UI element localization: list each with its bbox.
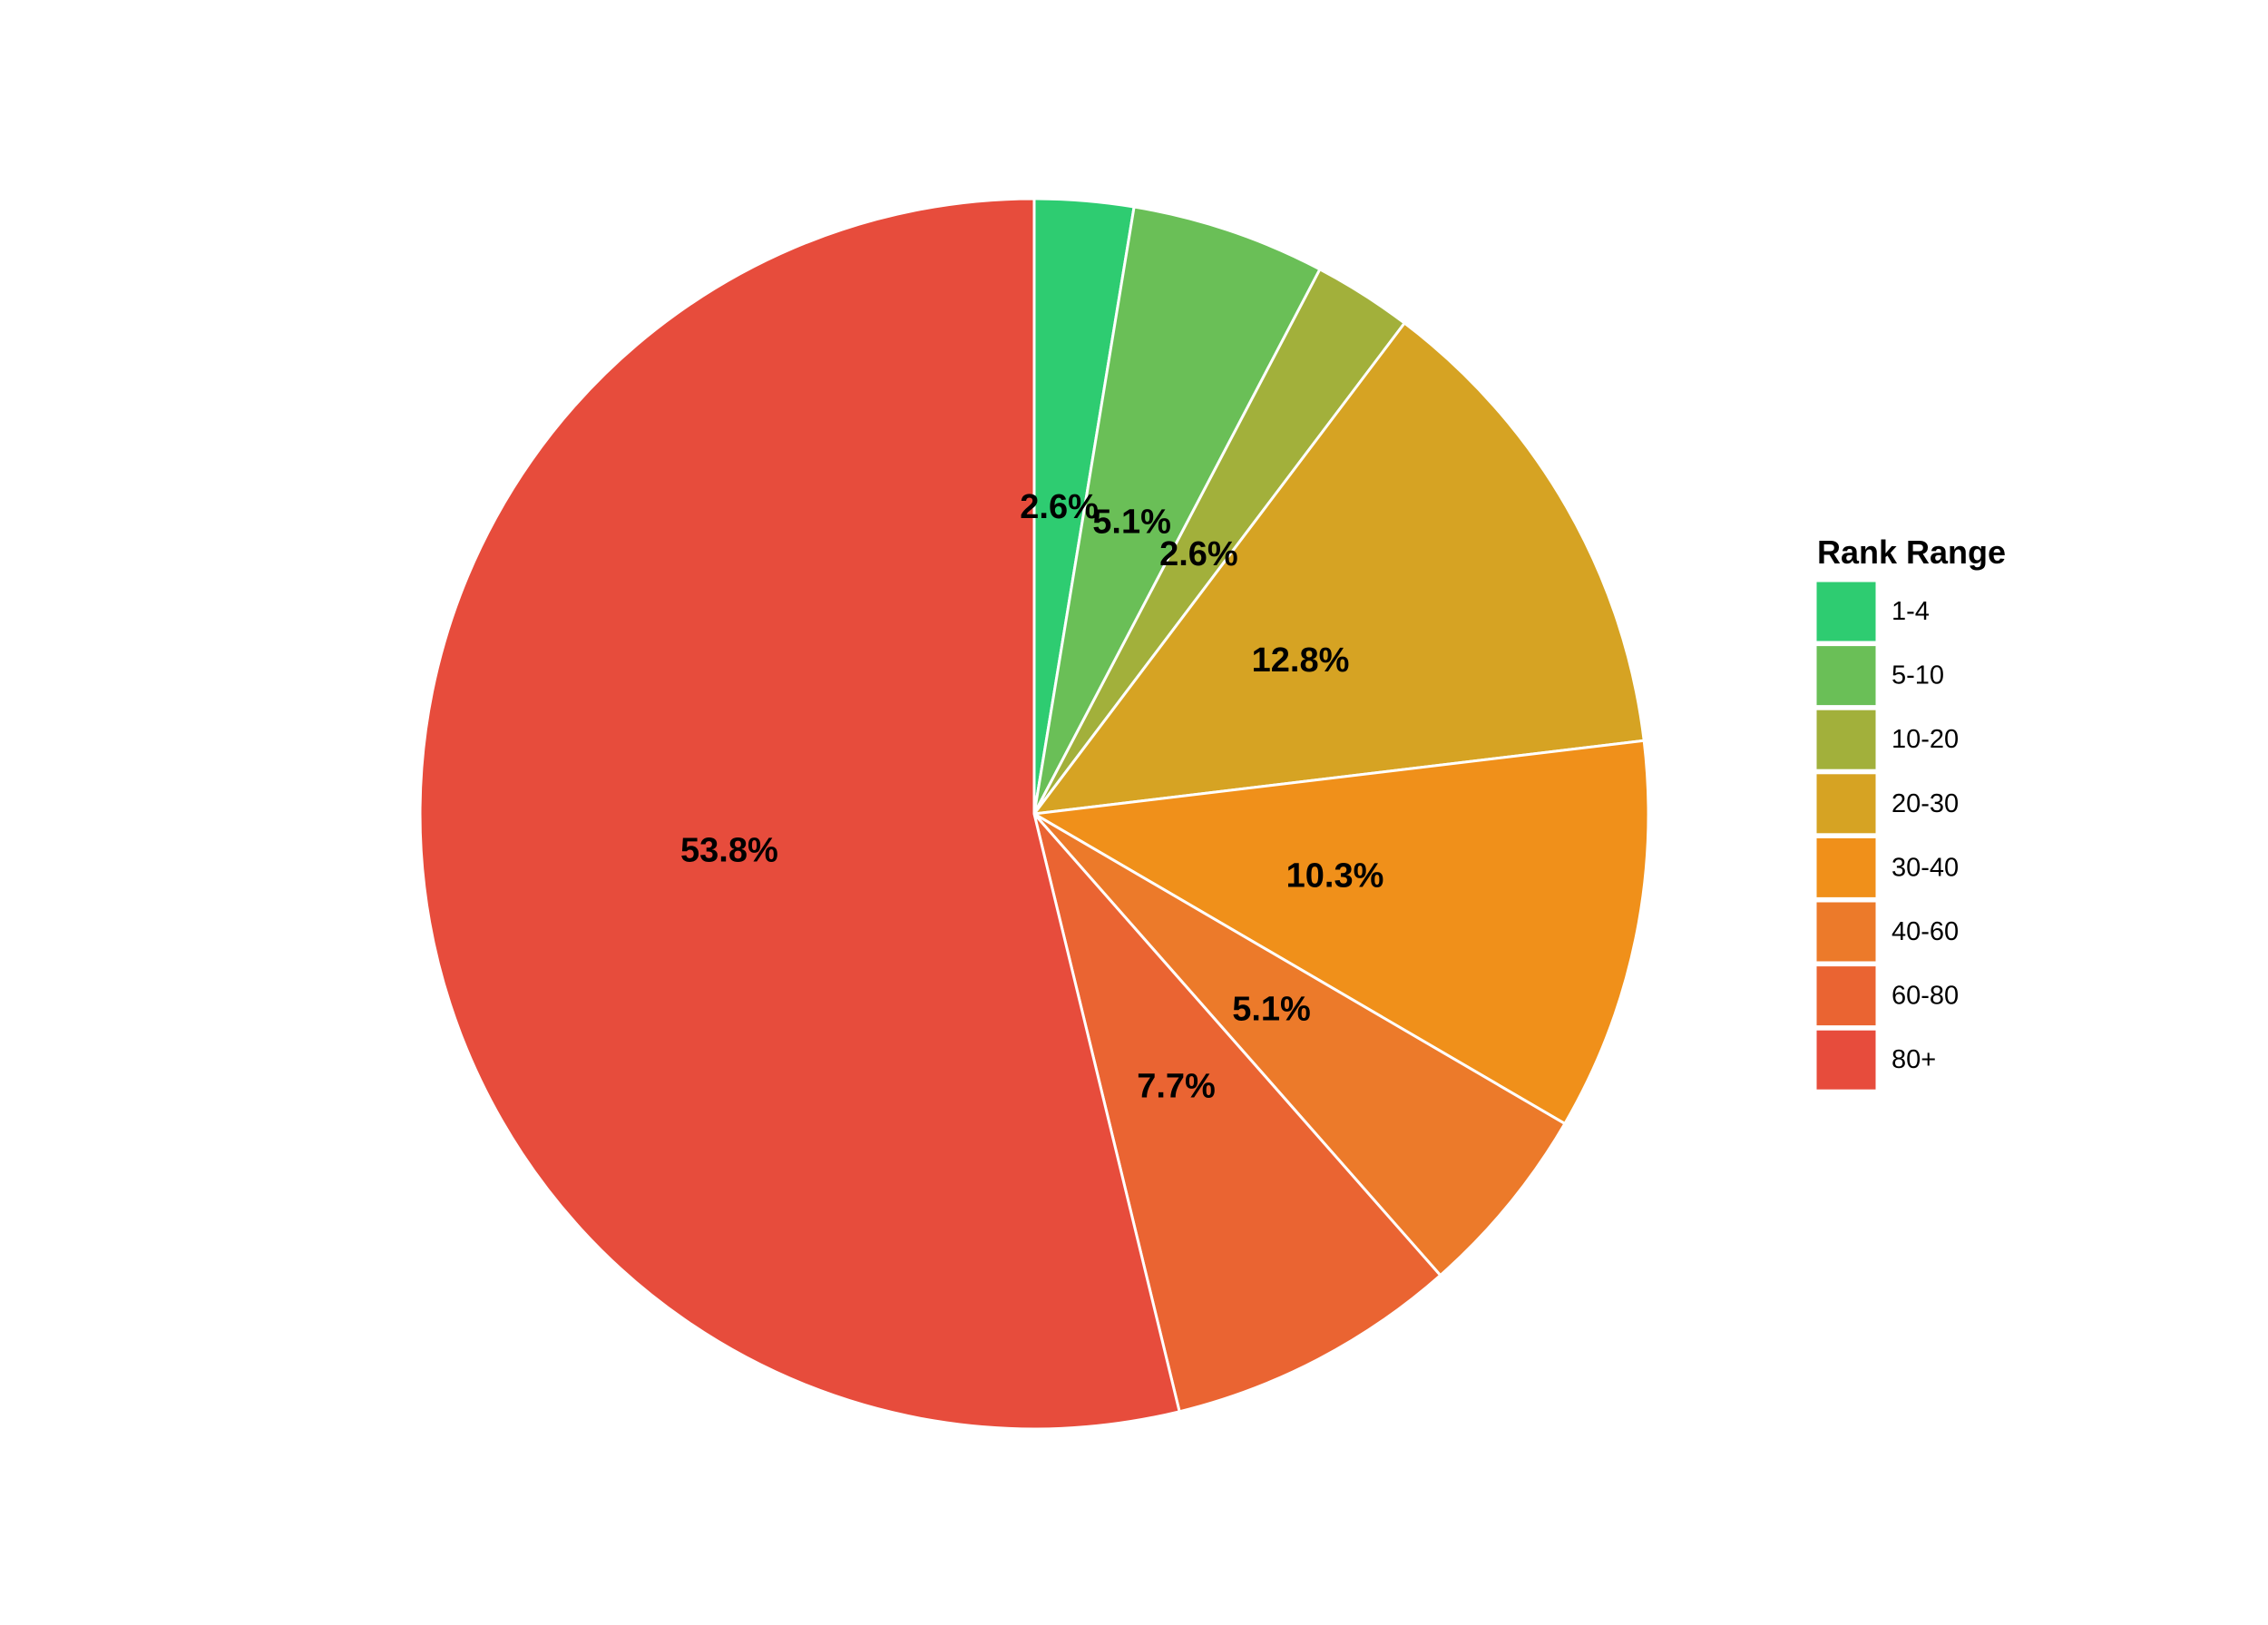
legend-label-30-40: 30-40 — [1892, 853, 1959, 882]
legend-swatch-80+ — [1813, 1027, 1879, 1092]
legend-label-5-10: 5-10 — [1892, 661, 1944, 690]
pie-slice-80+ — [418, 197, 1181, 1431]
legend-items: 1-4 5-10 10-20 20-30 30-40 40-60 60-80 80+ — [1813, 579, 1959, 1092]
pie-slices — [418, 197, 1650, 1431]
slice-label-40-60: 5.1% — [1232, 990, 1311, 1028]
legend-label-60-80: 60-80 — [1892, 982, 1959, 1011]
pie-slice-40-60 — [1032, 812, 1567, 1277]
legend-label-40-60: 40-60 — [1892, 917, 1959, 946]
legend-swatch-5-10 — [1813, 643, 1879, 709]
slice-label-1-4: 2.6% — [1020, 488, 1099, 526]
pie-slice-30-40 — [1030, 739, 1650, 1126]
pie-slice-labels: 2.6%5.1%2.6%12.8%10.3%5.1%7.7%53.8% — [680, 488, 1383, 1106]
legend-label-20-30: 20-30 — [1892, 789, 1959, 818]
legend-swatch-10-20 — [1813, 707, 1879, 772]
slice-label-80+: 53.8% — [680, 831, 778, 869]
slice-label-5-10: 5.1% — [1092, 504, 1171, 542]
slice-label-60-80: 7.7% — [1137, 1068, 1216, 1106]
legend-label-1-4: 1-4 — [1892, 597, 1930, 626]
legend-swatch-40-60 — [1813, 899, 1879, 964]
legend-swatch-60-80 — [1813, 964, 1879, 1029]
legend-label-10-20: 10-20 — [1892, 725, 1959, 754]
legend-swatch-20-30 — [1813, 771, 1879, 837]
legend-label-80+: 80+ — [1892, 1045, 1936, 1074]
legend-title: Rank Range — [1817, 534, 2006, 571]
slice-label-10-20: 2.6% — [1159, 535, 1238, 573]
legend-swatch-1-4 — [1813, 579, 1879, 644]
slice-label-30-40: 10.3% — [1286, 857, 1384, 896]
pie-slice-20-30 — [1031, 320, 1646, 816]
legend: Rank Range 1-4 5-10 10-20 20-30 30-40 40-60 60… — [1813, 534, 2006, 1092]
legend-swatch-30-40 — [1813, 835, 1879, 900]
slice-label-20-30: 12.8% — [1252, 641, 1350, 680]
pie-slice-60-80 — [1032, 813, 1442, 1414]
pie-slice-5-10 — [1032, 205, 1322, 815]
